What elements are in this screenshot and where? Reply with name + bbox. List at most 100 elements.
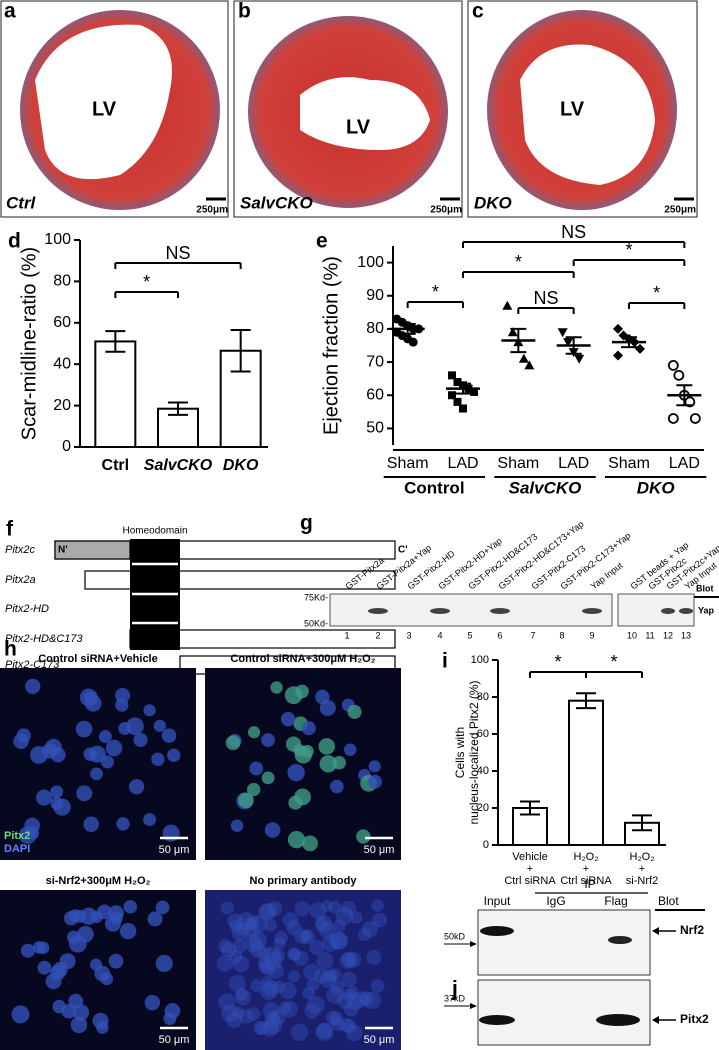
condition-title: No primary antibody [250, 875, 358, 887]
mw-marker: 75Kd- [304, 592, 328, 602]
cell [267, 962, 285, 979]
point [507, 327, 518, 337]
cell [123, 900, 138, 914]
homeodomain [130, 541, 180, 559]
cell [76, 785, 93, 802]
cell [147, 911, 163, 927]
cell [83, 747, 98, 761]
cell [288, 948, 302, 961]
blot-band [479, 1015, 515, 1025]
cell [227, 913, 244, 930]
scale-label: 50 μm [159, 1034, 190, 1046]
significance-label: NS [165, 243, 190, 263]
cell [232, 955, 250, 973]
cell [257, 904, 275, 921]
cavity [520, 44, 655, 185]
panel-letter: c [472, 0, 484, 23]
x-tick-label: LAD [669, 455, 700, 472]
cell [347, 704, 362, 719]
cell [328, 900, 342, 914]
cell [314, 915, 333, 933]
panel-letter: b [238, 0, 251, 23]
cell [77, 925, 94, 943]
cell [53, 798, 71, 816]
cavity-label: LV [92, 98, 117, 120]
cell [281, 1000, 298, 1018]
x-tick-label: Vehicle [512, 851, 547, 863]
cell [300, 929, 316, 945]
cell [231, 1006, 245, 1019]
blot-band [582, 608, 602, 614]
lane-number: 1 [344, 630, 349, 640]
significance-label: * [610, 652, 617, 672]
cell [143, 704, 156, 717]
scale-label: 50 μm [159, 844, 190, 856]
cell [294, 746, 312, 764]
y-tick-label: 20 [53, 397, 71, 414]
x-tick-label: SalvCKO [144, 457, 213, 474]
x-tick-label: Sham [387, 455, 429, 472]
panel-letter: g [300, 512, 313, 535]
x-tick-label: H₂O₂ [573, 851, 598, 863]
cell [108, 953, 124, 969]
cell [366, 949, 382, 965]
cell [330, 932, 348, 950]
cell [263, 980, 280, 997]
y-tick-label: 20 [477, 802, 489, 814]
cell [368, 760, 381, 773]
mw-marker: 37kD [444, 993, 466, 1003]
cell [247, 726, 261, 739]
y-tick-label: 100 [44, 231, 71, 248]
cell [68, 993, 84, 1009]
cell [315, 1023, 334, 1041]
construct-label: Pitx2-HD [5, 603, 49, 615]
y-tick-label: 0 [483, 839, 489, 851]
cell [90, 767, 103, 781]
cell [246, 915, 259, 928]
cell [345, 1024, 363, 1042]
condition-title: Control siRNA+Vehicle [38, 653, 158, 665]
cell [221, 941, 237, 958]
cell [218, 993, 236, 1011]
c-terminus: C' [398, 545, 408, 556]
cell [238, 792, 254, 809]
cell [230, 819, 244, 832]
histology-b [233, 0, 463, 218]
cell [372, 912, 388, 928]
cell [319, 971, 336, 989]
cell [84, 694, 102, 712]
point [635, 343, 645, 354]
blot-band [596, 1014, 640, 1026]
cell [89, 958, 103, 971]
cell [284, 686, 303, 705]
cell [262, 1020, 279, 1037]
cell [25, 826, 40, 840]
cell [244, 934, 263, 953]
group-label: Control [404, 478, 464, 497]
cell [249, 941, 266, 958]
x-tick-label: Sham [497, 455, 539, 472]
cell [330, 779, 344, 794]
point [470, 387, 478, 396]
cell [238, 1008, 254, 1024]
blot-band [480, 926, 514, 936]
cell [151, 752, 165, 766]
blot-band [430, 608, 450, 614]
construct-label: Pitx2-HD&C173 [5, 633, 84, 645]
y-tick-label: 80 [477, 691, 489, 703]
cell [318, 921, 336, 939]
cell [339, 1018, 354, 1033]
significance-label: * [554, 652, 561, 672]
cell [349, 910, 363, 924]
cell [63, 911, 79, 926]
point [453, 377, 462, 386]
cell [301, 721, 316, 736]
cell [218, 939, 233, 953]
cell [233, 939, 247, 954]
cell [342, 988, 356, 1002]
significance-label: NS [561, 222, 586, 242]
point [613, 350, 623, 361]
panel-letter: j [451, 978, 458, 1001]
cell [45, 738, 62, 755]
cell [216, 955, 234, 972]
